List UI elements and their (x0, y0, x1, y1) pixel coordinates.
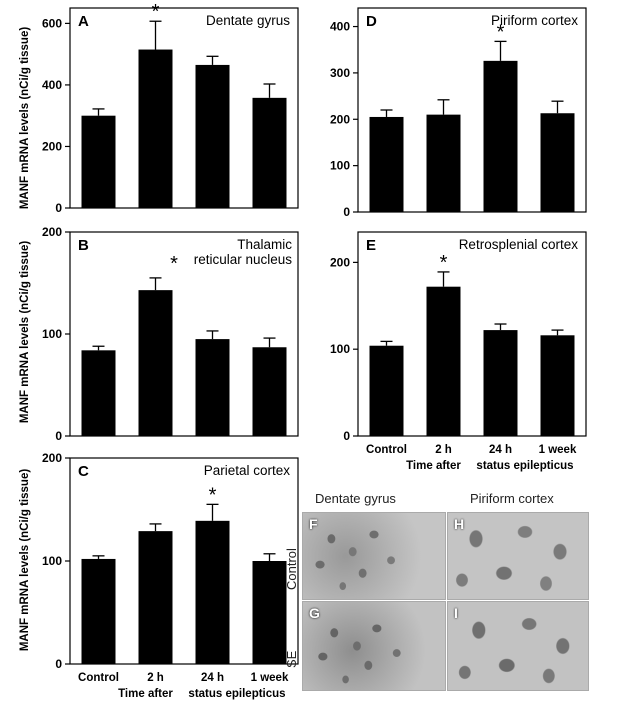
panel-letter: B (78, 237, 89, 254)
micro-row-label-se: SE (284, 650, 299, 668)
bar-d-0 (369, 116, 404, 212)
x-axis-caption-part: status epilepticus (188, 688, 285, 700)
y-tick-label: 100 (42, 554, 62, 568)
bar-d-3 (540, 113, 575, 212)
bar-e-0 (369, 345, 404, 436)
x-tick-label: 1 week (539, 444, 577, 456)
panel-letter: C (78, 463, 89, 480)
x-tick-label: 2 h (435, 444, 452, 456)
y-tick-label: 100 (330, 159, 350, 173)
significance-star: * (497, 21, 505, 43)
bar-e-3 (540, 335, 575, 436)
plot-frame (357, 7, 587, 213)
chart-panel-e: 0 100 200 * Control 2 h 24 h 1 week Time after st… (330, 231, 587, 472)
bar-c-3 (252, 561, 287, 664)
y-tick-label: 400 (42, 78, 62, 92)
bar-c-0 (81, 558, 116, 664)
significance-star: * (209, 484, 217, 506)
y-axis-label: MANF mRNA levels (nCi/g tissue) (19, 469, 31, 651)
bar-e-1 (426, 286, 461, 436)
micro-row-label-control: Control (284, 548, 299, 590)
panel-letter: E (366, 237, 376, 254)
x-axis-caption-part: Time after (118, 688, 173, 700)
chart-title: Retrosplenial cortex (459, 237, 579, 252)
bar-c-2 (195, 520, 230, 664)
bar-c-1 (138, 531, 173, 664)
y-axis-label: MANF mRNA levels (nCi/g tissue) (19, 27, 31, 209)
significance-star: * (440, 252, 448, 274)
y-tick-label: 400 (330, 20, 350, 34)
chart-panel-a: 0 200 400 600 * A Dentate gyrus MANF mRNA level… (19, 1, 299, 215)
charts-layer: 0 200 400 600 * A Dentate gyrus MANF mRNA level… (19, 1, 587, 700)
bar-a-1 (138, 49, 173, 209)
y-tick-label: 200 (330, 255, 350, 269)
bar-b-3 (252, 347, 287, 436)
micro-letter: I (454, 605, 458, 621)
panel-letter: A (78, 13, 89, 30)
chart-title: Parietal cortex (204, 463, 291, 478)
chart-title: Piriform cortex (491, 13, 578, 28)
chart-title-line: reticular nucleus (194, 252, 293, 267)
chart-panel-c: 0 100 200 * Control 2 h 24 h 1 week Time after st… (19, 451, 299, 700)
micrograph-h-piriform-control: H (447, 512, 589, 600)
x-axis-caption-part: status epilepticus (476, 460, 573, 472)
micro-col-title-dentate: Dentate gyrus (315, 491, 396, 506)
micrograph-f-dentate-control: F (302, 512, 446, 600)
x-tick-label: 2 h (147, 672, 164, 684)
chart-title: Dentate gyrus (206, 13, 290, 28)
x-axis-caption-part: Time after (406, 460, 461, 472)
bar-a-3 (252, 97, 287, 208)
y-tick-label: 200 (330, 112, 350, 126)
y-tick-label: 100 (42, 327, 62, 341)
micro-letter: F (309, 516, 318, 532)
x-tick-label: 1 week (251, 672, 289, 684)
micro-letter: G (309, 605, 320, 621)
micro-col-title-piriform: Piriform cortex (470, 491, 554, 506)
y-tick-label: 0 (55, 201, 62, 215)
micrograph-g-dentate-se: G (302, 601, 446, 691)
x-tick-label: Control (366, 444, 407, 456)
chart-title-line: Thalamic (237, 237, 292, 252)
bar-b-1 (138, 290, 173, 436)
y-tick-label: 0 (343, 429, 350, 443)
chart-panel-d: 0 100 200 300 400 * D Piriform cortex (330, 7, 587, 219)
y-tick-label: 0 (55, 657, 62, 671)
bar-a-0 (81, 115, 116, 208)
y-tick-label: 300 (330, 66, 350, 80)
bar-a-2 (195, 64, 230, 208)
y-tick-label: 200 (42, 139, 62, 153)
bar-b-2 (195, 339, 230, 436)
y-tick-label: 100 (330, 342, 350, 356)
y-tick-label: 200 (42, 225, 62, 239)
x-tick-label: Control (78, 672, 119, 684)
plot-frame (357, 231, 587, 437)
significance-star: * (170, 253, 178, 275)
panel-letter: D (366, 13, 377, 30)
micrograph-i-piriform-se: I (447, 601, 589, 691)
bar-d-1 (426, 114, 461, 212)
micro-letter: H (454, 516, 465, 532)
plot-frame (69, 7, 299, 209)
x-tick-label: 24 h (201, 672, 224, 684)
significance-star: * (152, 1, 160, 23)
bar-d-2 (483, 60, 518, 212)
y-tick-label: 0 (55, 429, 62, 443)
y-tick-label: 0 (343, 205, 350, 219)
x-tick-label: 24 h (489, 444, 512, 456)
y-tick-label: 200 (42, 451, 62, 465)
bar-b-0 (81, 350, 116, 436)
y-axis-label: MANF mRNA levels (nCi/g tissue) (19, 241, 31, 423)
bar-e-2 (483, 330, 518, 436)
y-tick-label: 600 (42, 16, 62, 30)
